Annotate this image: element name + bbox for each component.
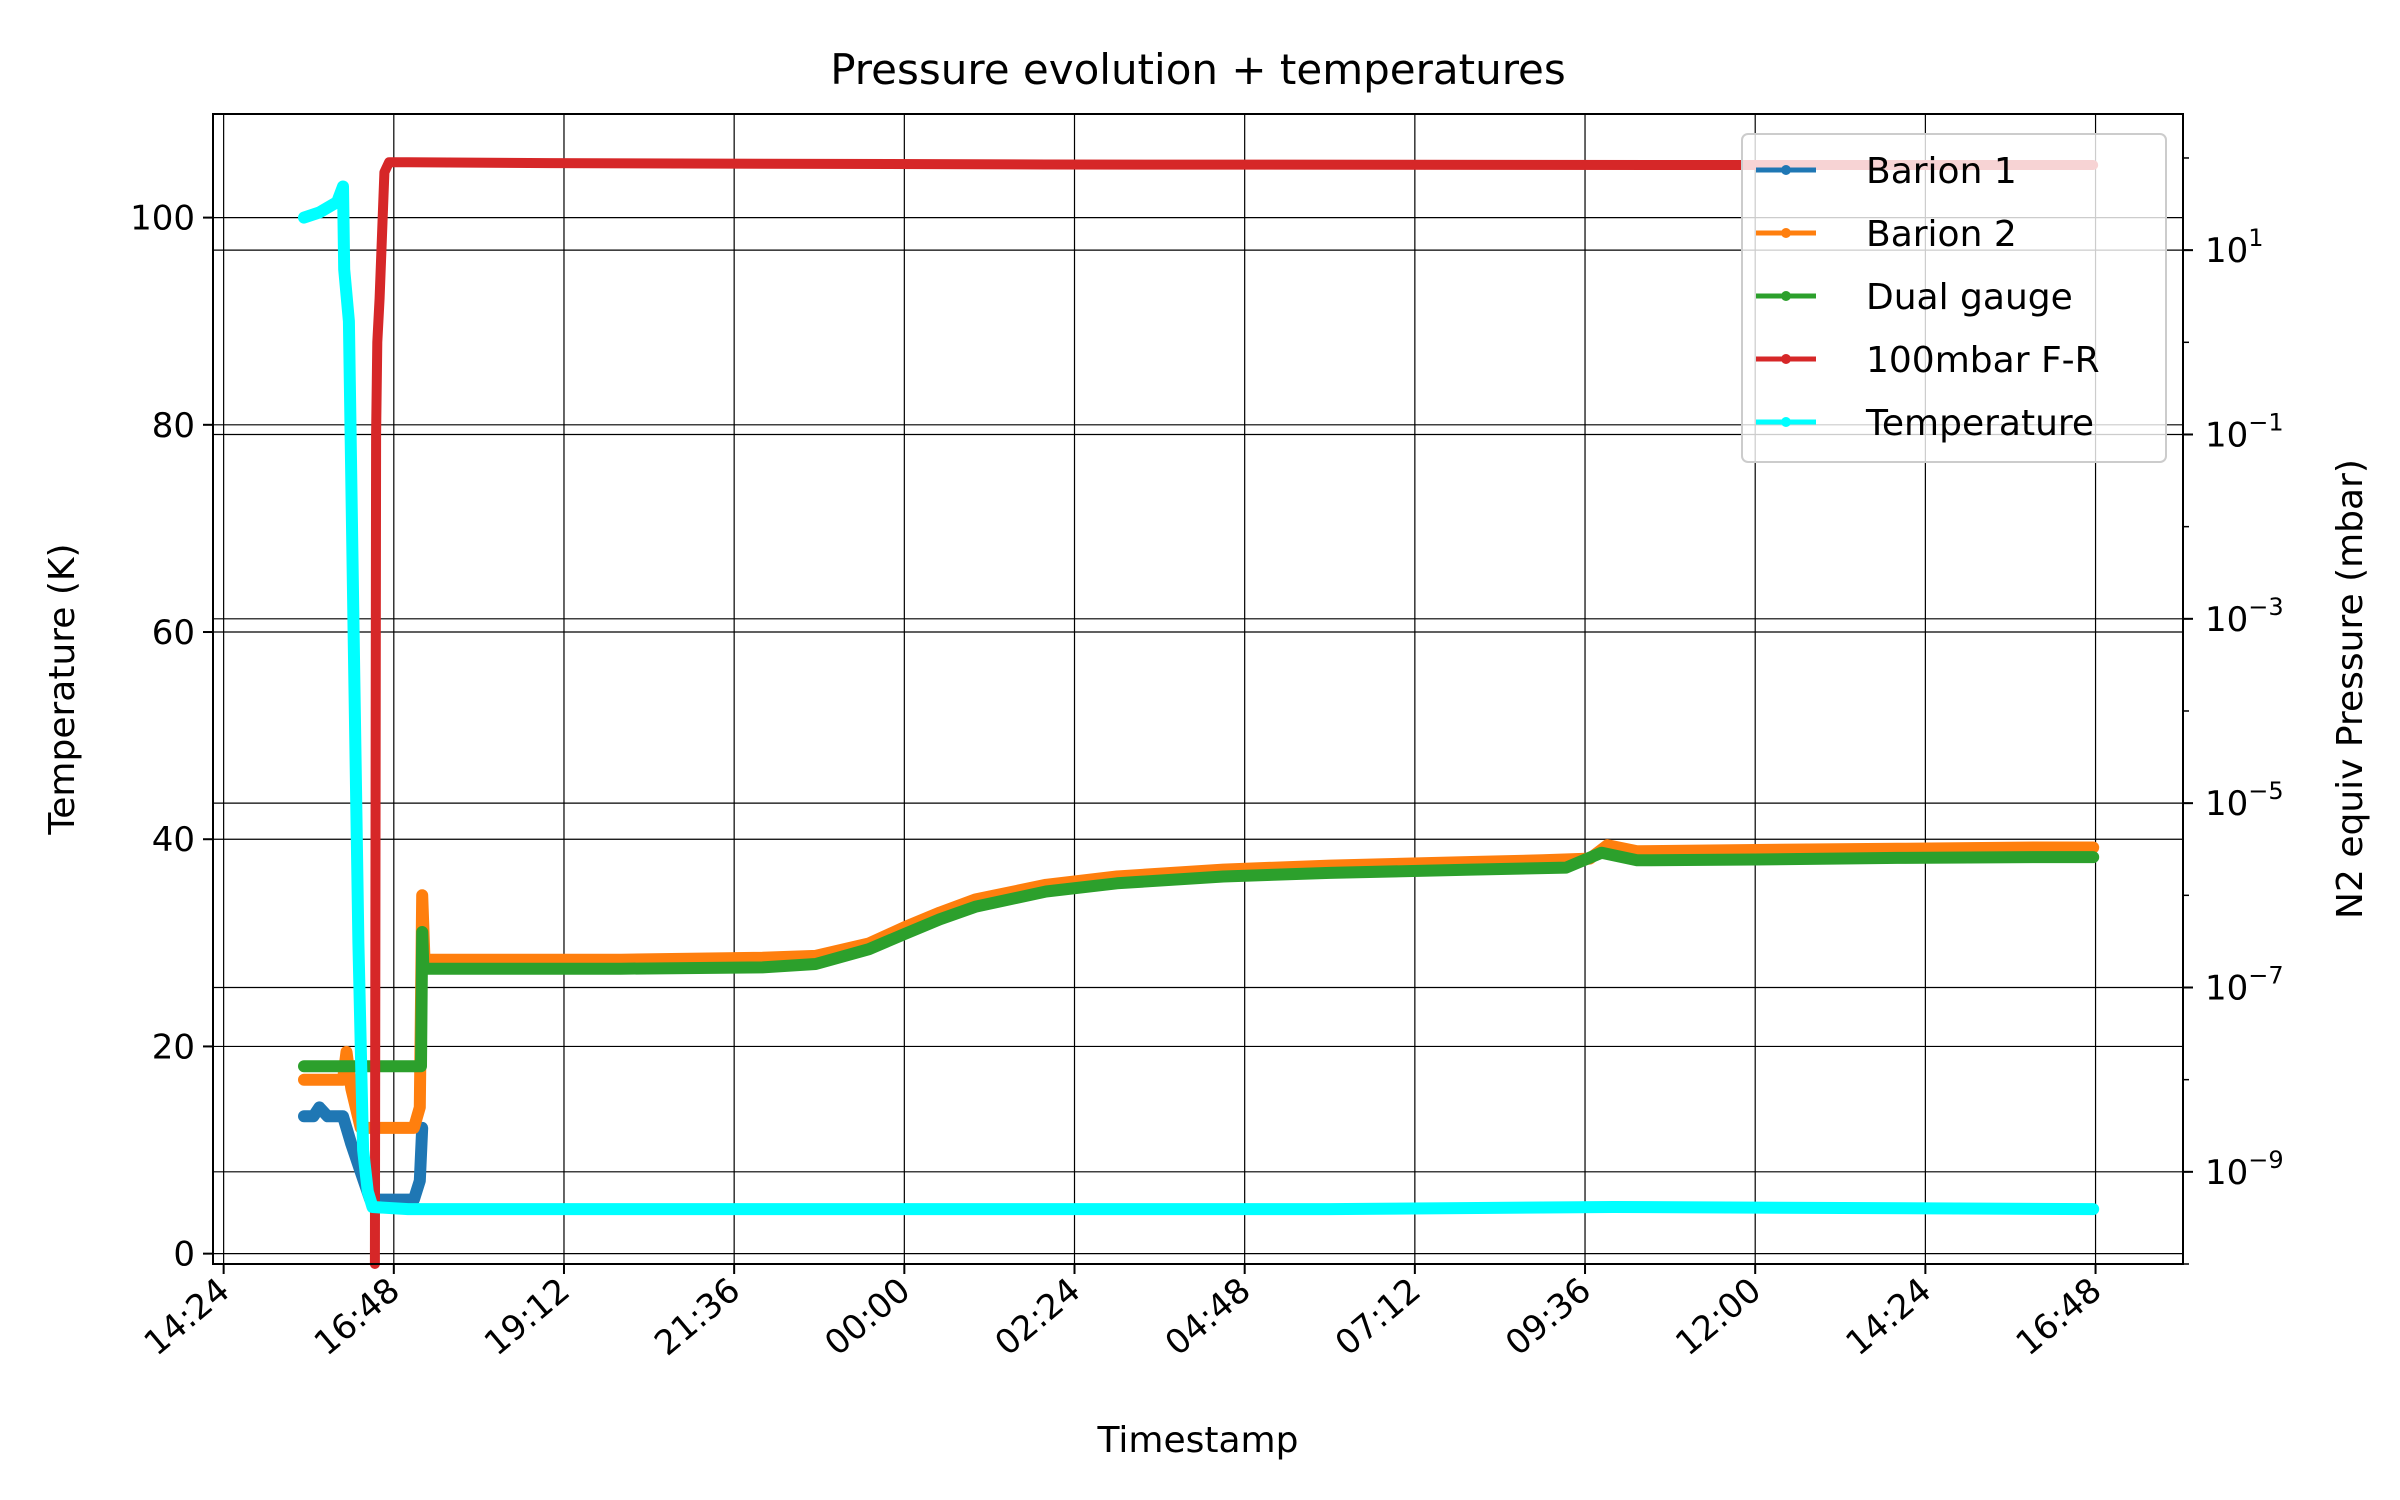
y-right-tick-label: 10−1 [2205,408,2284,455]
chart-title: Pressure evolution + temperatures [830,45,1566,94]
y-left-tick-label: 60 [152,613,195,653]
legend-box [1741,133,2167,463]
x-tick-label: 19:12 [477,1270,578,1364]
y-axis-right-label: N2 equiv Pressure (mbar) [2330,459,2371,919]
legend-label: Temperature [1865,403,2094,444]
x-tick-label: 04:48 [1158,1270,1259,1364]
x-axis: 14:24 16:48 19:12 21:36 00:00 02:24 04:48 07:12… [137,1264,2110,1364]
legend-label: Barion 1 [1866,151,2017,192]
legend-marker [1781,165,1791,175]
x-tick-label: 02:24 [988,1270,1089,1364]
y-left-tick-label: 0 [173,1235,195,1275]
y-left-tick-label: 40 [152,820,195,860]
x-tick-label: 21:36 [647,1270,748,1364]
legend-label: Dual gauge [1866,277,2073,318]
y-left-tick-label: 20 [152,1027,195,1067]
x-tick-label: 14:24 [137,1270,238,1364]
x-tick-label: 07:12 [1328,1270,1429,1364]
x-tick-label: 16:48 [2009,1270,2110,1364]
y-axis-left: 0 20 40 60 80 100 [130,199,213,1275]
series-line-dual-gauge [298,846,2100,1073]
y-right-tick-label: 10−9 [2205,1146,2284,1193]
legend-label: 100mbar F-R [1866,340,2100,381]
y-axis-left-label: Temperature (K) [42,543,83,835]
y-axis-right: 101 10−1 10−3 10−5 10−7 10−9 [2183,157,2284,1265]
x-tick-label: 00:00 [817,1270,918,1364]
x-tick-label: 09:36 [1498,1270,1599,1364]
y-right-tick-label: 10−5 [2205,777,2284,824]
legend-marker [1781,228,1791,238]
series-line-barion-2 [298,839,2100,1134]
y-right-tick-label: 101 [2205,224,2264,271]
legend-marker [1781,291,1791,301]
y-left-tick-label: 100 [130,199,195,239]
series-line-100mbar-f-r [369,157,2099,1269]
y-left-tick-label: 80 [152,406,195,446]
series-line-temperature [298,180,2100,1216]
legend-label: Barion 2 [1866,214,2017,255]
legend-marker [1781,354,1791,364]
legend-marker [1781,417,1791,427]
plot-frame [212,113,2184,1265]
x-axis-label: Timestamp [1097,1420,1299,1461]
x-tick-label: 12:00 [1668,1270,1769,1364]
y-right-tick-label: 10−7 [2205,961,2284,1008]
x-tick-label: 16:48 [307,1270,408,1364]
series-lines [298,157,2100,1269]
x-tick-label: 14:24 [1838,1270,1939,1364]
legend: Barion 1 Barion 2 Dual gauge 100mbar F-R Tem… [1741,133,2167,463]
y-right-tick-label: 10−3 [2205,593,2284,640]
